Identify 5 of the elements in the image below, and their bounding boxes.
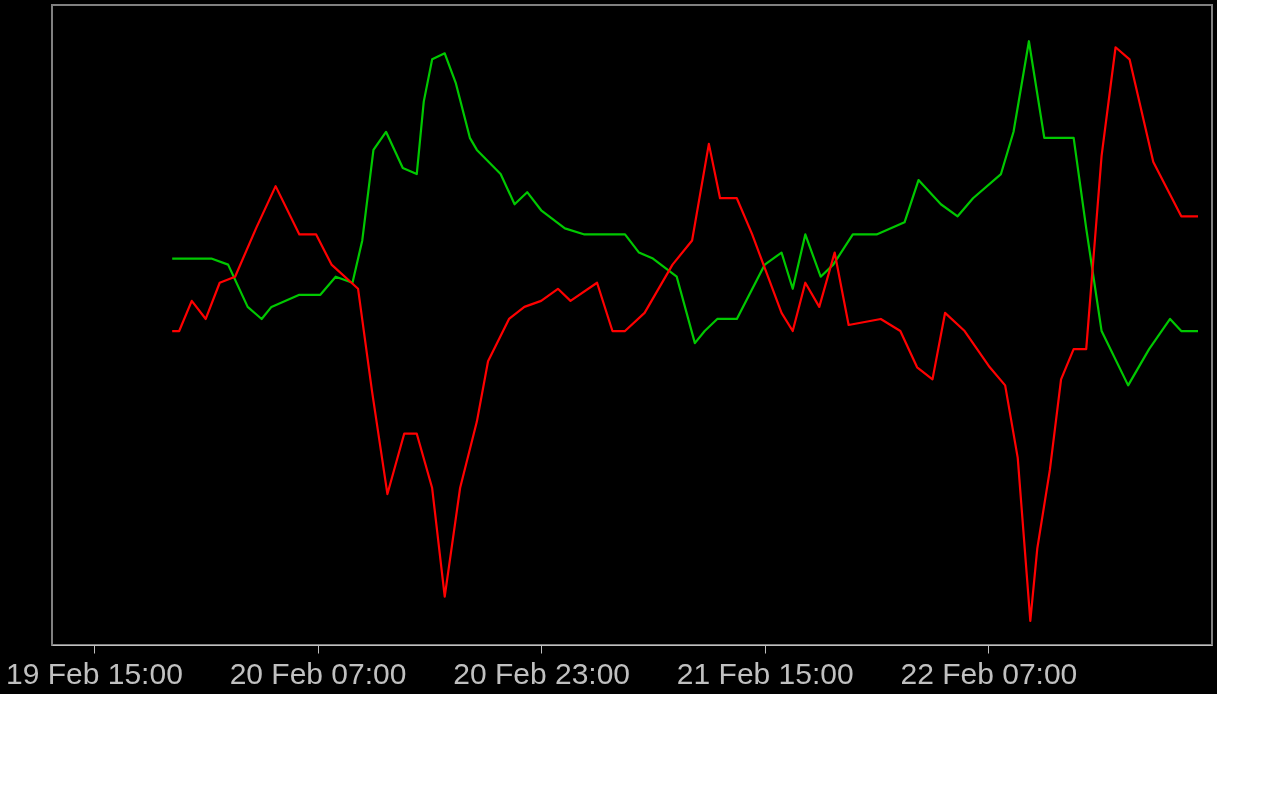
x-tick-label: 21 Feb 15:00 [676,656,854,690]
x-tick-label: 20 Feb 07:00 [229,656,407,690]
x-tick-label: 22 Feb 07:00 [900,656,1078,690]
x-tick-label: 20 Feb 23:00 [453,656,631,690]
x-tick-label: 19 Feb 15:00 [6,656,183,690]
